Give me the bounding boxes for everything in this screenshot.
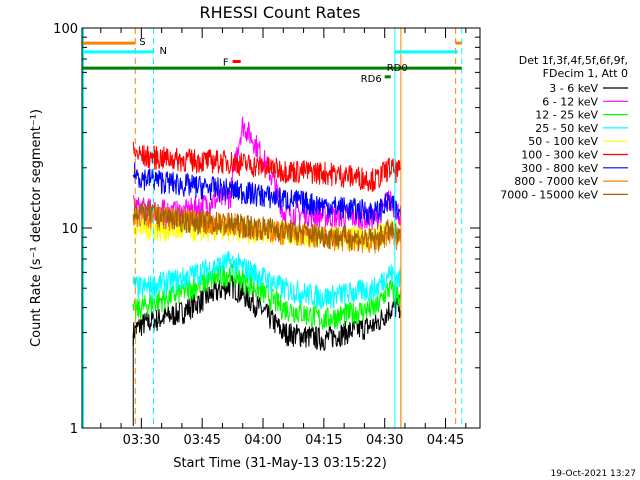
legend-label: 6 - 12 keV [542, 95, 598, 108]
plot-axes: 03:30 03:45 04:00 04:15 04:30 04:45 1 10 100 [53, 22, 481, 448]
legend-label: 3 - 6 keV [549, 82, 598, 95]
flag-label: F [223, 57, 229, 68]
y-tick-label: 100 [53, 22, 78, 37]
legend: Det 1f,3f,4f,5f,6f,9f,FDecim 1, Att 0 3 -… [500, 54, 628, 201]
y-tick-label: 10 [61, 222, 78, 237]
chart-title: RHESSI Count Rates [200, 3, 361, 22]
legend-label: 25 - 50 keV [535, 122, 598, 135]
flag-label: RD0 [387, 63, 408, 74]
x-tick-label: 04:15 [305, 433, 342, 448]
legend-label: 50 - 100 keV [528, 135, 598, 148]
y-axis-label: Count Rate (s⁻¹ detector segment⁻¹) [29, 109, 44, 347]
legend-label: 12 - 25 keV [535, 109, 598, 122]
series-curves [132, 116, 402, 426]
y-tick-label: 1 [70, 422, 78, 437]
x-axis-label: Start Time (31-May-13 03:15:22) [173, 456, 387, 471]
series-line [132, 162, 401, 226]
legend-header: Det 1f,3f,4f,5f,6f,9f, [519, 54, 628, 67]
series-line [132, 141, 401, 192]
series-line [132, 200, 401, 251]
x-tick-label: 04:45 [427, 433, 464, 448]
series-line [132, 251, 401, 311]
legend-label: 300 - 800 keV [521, 162, 598, 175]
x-tick-label: 03:45 [183, 433, 220, 448]
legend-label: 7000 - 15000 keV [500, 188, 598, 201]
flag-label: RD6 [361, 74, 382, 85]
series-line [132, 274, 401, 351]
legend-label: 800 - 7000 keV [514, 175, 598, 188]
flag-bars: S N F RD0 RD6 [82, 37, 462, 85]
legend-label: 100 - 300 keV [521, 149, 598, 162]
series-line [132, 216, 401, 251]
legend-header: FDecim 1, Att 0 [543, 67, 628, 80]
flag-label: N [160, 46, 167, 57]
flag-label: S [139, 37, 145, 48]
x-tick-label: 03:30 [123, 433, 160, 448]
timestamp-annotation: 19-Oct-2021 13:27 [551, 469, 636, 479]
x-tick-label: 04:30 [366, 433, 403, 448]
x-tick-label: 04:00 [244, 433, 281, 448]
